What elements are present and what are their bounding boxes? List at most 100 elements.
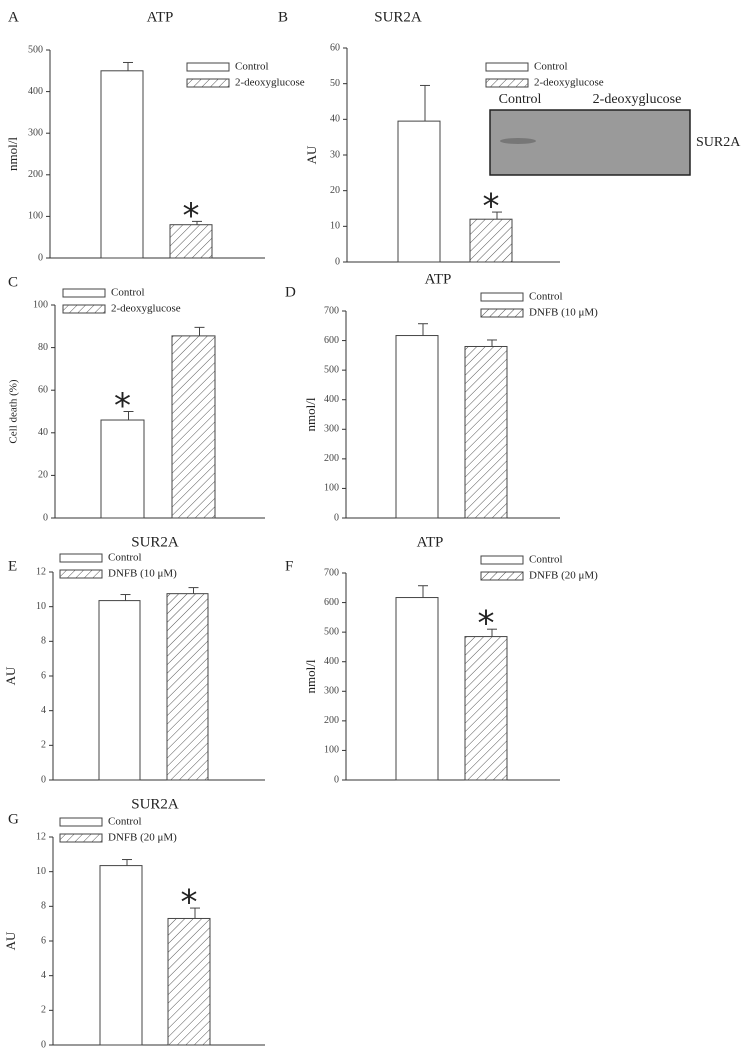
legend-swatch [485,62,529,72]
y-tick-label: 700 [324,567,339,578]
legend-label: Control [529,554,563,566]
bar [469,218,513,263]
y-tick-label: 300 [28,127,43,138]
y-tick-label: 30 [330,149,340,160]
y-tick-label: 8 [41,636,46,647]
y-tick-label: 6 [41,935,46,946]
y-axis-label: AU [3,666,18,685]
y-tick-label: 600 [324,335,339,346]
y-tick-label: 0 [43,512,48,523]
y-tick-label: 0 [38,252,43,263]
panel-letter: D [285,284,296,300]
y-tick-label: 20 [330,185,340,196]
legend-label: 2-deoxyglucose [235,77,305,89]
bar [98,600,141,781]
legend-label: DNFB (20 μM) [529,570,598,582]
y-tick-label: 500 [28,44,43,55]
y-tick-label: 0 [334,512,339,523]
y-axis-label: AU [3,931,18,950]
y-tick-label: 10 [36,866,46,877]
y-tick-label: 100 [324,745,339,756]
y-tick-label: 60 [38,384,48,395]
blot-lane-label: Control [499,92,542,107]
y-tick-label: 400 [324,656,339,667]
panel-letter: B [278,9,288,25]
y-axis-label: nmol/l [303,397,318,431]
panel-letter: E [8,558,17,574]
legend-label: Control [529,291,563,303]
legend-swatch [480,292,524,302]
legend-label: 2-deoxyglucose [534,77,604,89]
y-tick-label: 100 [324,483,339,494]
y-tick-label: 0 [41,774,46,785]
y-tick-label: 100 [28,211,43,222]
bar [395,335,439,519]
bar [100,419,145,519]
y-axis-label: nmol/l [303,659,318,693]
chart-title: SUR2A [131,796,179,812]
y-axis-label: nmol/l [5,137,20,171]
panel-letter: G [8,811,19,827]
y-tick-label: 12 [36,831,46,842]
legend-swatch [62,304,106,314]
chart-title: ATP [147,9,174,25]
y-axis-label: Cell death (%) [8,379,20,443]
y-tick-label: 0 [334,774,339,785]
legend-label: DNFB (10 μM) [108,568,177,580]
legend-swatch [59,553,103,563]
legend-label: DNFB (20 μM) [108,832,177,844]
bar [167,917,211,1046]
y-tick-label: 50 [330,78,340,89]
y-tick-label: 300 [324,686,339,697]
panel-letter: C [8,274,18,290]
legend-swatch [186,62,230,72]
panel-letter: A [8,9,19,25]
bar [464,636,508,781]
y-tick-label: 6 [41,670,46,681]
legend-label: Control [534,61,568,73]
legend-swatch [480,555,524,565]
blot-lane-label: 2-deoxyglucose [593,92,682,107]
y-tick-label: 40 [38,427,48,438]
y-tick-label: 4 [41,705,46,716]
legend-label: 2-deoxyglucose [111,303,181,315]
y-tick-label: 20 [38,470,48,481]
y-tick-label: 0 [335,256,340,267]
blot-label: SUR2A [696,135,741,150]
bar [395,597,439,781]
blot-image [489,109,691,176]
legend-swatch [186,78,230,88]
y-tick-label: 200 [28,169,43,180]
legend-label: DNFB (10 μM) [529,307,598,319]
y-tick-label: 200 [324,715,339,726]
legend-swatch [485,78,529,88]
significance-marker: * [483,187,500,227]
y-tick-label: 100 [33,299,48,310]
y-tick-label: 400 [324,394,339,405]
legend-swatch [62,288,106,298]
y-tick-label: 8 [41,901,46,912]
significance-marker: * [183,196,200,236]
y-tick-label: 4 [41,970,46,981]
y-tick-label: 12 [36,566,46,577]
y-tick-label: 600 [324,597,339,608]
y-tick-label: 500 [324,626,339,637]
legend-label: Control [235,61,269,73]
chart-title: ATP [425,271,452,287]
significance-marker: * [478,604,495,644]
y-tick-label: 0 [41,1039,46,1050]
y-tick-label: 80 [38,342,48,353]
y-tick-label: 2 [41,740,46,751]
legend-label: Control [108,816,142,828]
legend-label: Control [108,552,142,564]
significance-marker: * [114,386,131,426]
panel-letter: F [285,558,293,574]
y-tick-label: 10 [36,601,46,612]
legend-swatch [59,817,103,827]
y-tick-label: 40 [330,114,340,125]
bar [100,70,144,259]
chart-title: SUR2A [374,9,422,25]
y-tick-label: 200 [324,453,339,464]
y-tick-label: 700 [324,305,339,316]
